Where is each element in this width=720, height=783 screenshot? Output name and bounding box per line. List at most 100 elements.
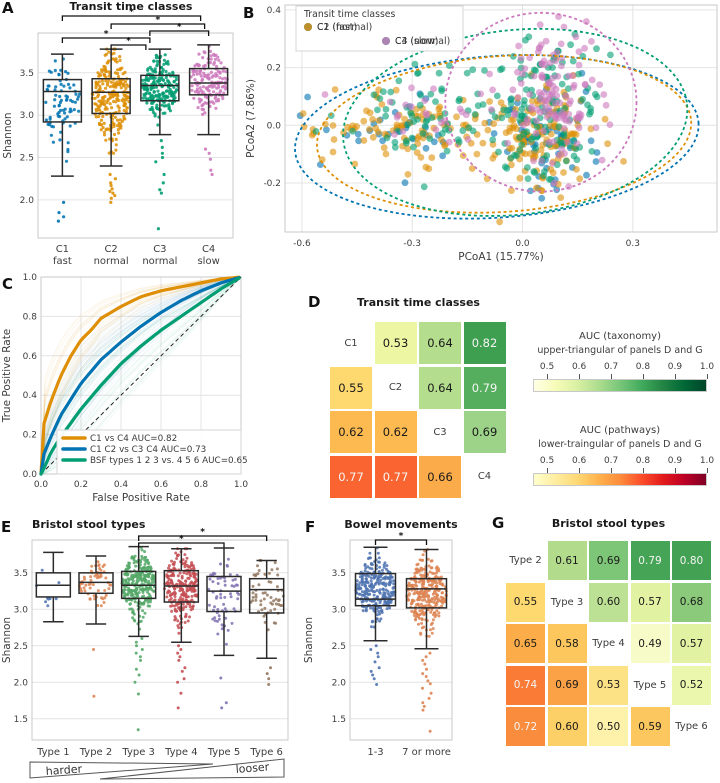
svg-text:2.5: 2.5	[20, 154, 34, 164]
heatmap-auc-cell: 0.72	[506, 707, 545, 746]
heatmap-auc-cell: 0.69	[547, 665, 587, 705]
svg-text:0.6: 0.6	[23, 352, 38, 362]
heatmap-diagonal-label: Type 6	[672, 707, 711, 746]
ellipse-c4-slow-	[444, 11, 638, 193]
colorbar-tick-label: 0.6	[571, 456, 587, 466]
x-tick-7-or-more: 7 or more	[402, 747, 451, 758]
panel-d-heatmap-grid: C1 0.53 0.64 0.82 0.55 C2 0.64 0.79 0.62 0.62 C3 0.…	[330, 322, 506, 498]
svg-text:*: *	[200, 528, 205, 538]
svg-text:Transit time classes: Transit time classes	[303, 9, 396, 20]
svg-text:C1 vs C4 AUC=0.82: C1 vs C4 AUC=0.82	[90, 434, 177, 444]
panel-letter: C	[2, 275, 13, 293]
svg-text:3.0: 3.0	[14, 605, 29, 615]
svg-text:Type 6: Type 6	[249, 747, 283, 758]
svg-text:C2: C2	[104, 244, 117, 255]
svg-text:-0.2: -0.2	[263, 179, 281, 189]
svg-text:-0.6: -0.6	[293, 239, 311, 249]
svg-text:0.2: 0.2	[267, 64, 281, 74]
svg-text:1.5: 1.5	[14, 715, 28, 725]
heatmap-auc-cell: 0.66	[419, 455, 461, 498]
heatmap-auc-cell: 0.57	[630, 582, 670, 622]
heatmap-auc-cell: 0.64	[419, 322, 461, 364]
svg-text:3.0: 3.0	[332, 605, 347, 615]
panel-letter: E	[1, 518, 11, 536]
svg-text:1.5: 1.5	[332, 715, 346, 725]
y-axis: 2.0 2.5 3.0 3.5 Shannon	[2, 69, 34, 206]
heatmap-auc-cell: 0.74	[506, 665, 545, 705]
axes-labels: 0.0 0.2 0.4 0.6 0.8 1.0 0.0 0.2 0.4 0.6 0.8 1.0 Fals…	[1, 273, 248, 504]
colorbar-tick-label: 1.0	[699, 456, 715, 466]
box-7-or-more	[405, 548, 448, 650]
colorbar-pathways-subtitle: lower-traingular of panels D and G	[538, 439, 702, 450]
svg-text:0.0: 0.0	[34, 480, 49, 490]
svg-text:Type 5: Type 5	[207, 747, 241, 758]
x-tick-type-3: Type 3	[121, 747, 155, 758]
panel-b-pcoa-scatter: -0.6 -0.3 0.0 0.3 -0.2 0.0 0.2 0.4 PCoA1 (15.77%…	[243, 4, 718, 263]
heatmap-diagonal-label: C3	[419, 411, 461, 453]
svg-text:1.0: 1.0	[234, 480, 249, 490]
svg-text:2.0: 2.0	[14, 678, 29, 688]
colorbar-tick-label: 0.8	[635, 362, 651, 372]
panel-f-boxplot-bowel-movements: 1.5 2.0 2.5 3.0 3.5 Shannon F Bowel movements 1-…	[303, 518, 458, 758]
heatmap-auc-cell: 0.80	[672, 541, 711, 580]
x-tick-type-5: Type 5	[207, 747, 241, 758]
svg-text:*: *	[104, 30, 109, 40]
svg-text:0.8: 0.8	[23, 312, 38, 322]
svg-text:*: *	[399, 532, 404, 542]
svg-text:0.2: 0.2	[74, 480, 88, 490]
panel-letter: B	[243, 4, 254, 22]
panel-g-title: Bristol stool types	[551, 517, 666, 530]
colorbar-tick-label: 0.7	[603, 456, 619, 466]
colorbar-pathways-gradient-bar	[533, 473, 707, 486]
svg-text:0.0: 0.0	[515, 239, 530, 249]
svg-text:2.5: 2.5	[14, 642, 28, 652]
colorbar-tick-label: 0.5	[539, 456, 555, 466]
svg-text:Transit time classes: Transit time classes	[70, 0, 193, 13]
heatmap-auc-cell: 0.49	[630, 624, 670, 663]
svg-text:Shannon: Shannon	[303, 617, 315, 663]
colorbar-taxonomy-tickmarks	[533, 374, 708, 379]
significance-bracket: *	[138, 535, 225, 548]
colorbar-auc-pathways: AUC (pathways) lower-traingular of panel…	[525, 424, 715, 486]
colorbar-tick-label: 0.5	[539, 362, 555, 372]
heatmap-auc-cell: 0.77	[374, 455, 417, 498]
colorbar-tick-label: 0.9	[667, 456, 683, 466]
strip-points-type-2	[78, 560, 113, 698]
panel-title: Transit time classes	[70, 0, 193, 13]
x-tick-type-2: Type 2	[79, 747, 113, 758]
heatmap-diagonal-label: C4	[463, 455, 506, 498]
svg-text:E: E	[1, 518, 11, 536]
svg-text:0.4: 0.4	[114, 480, 129, 490]
colorbar-tick-label: 0.6	[571, 362, 587, 372]
panel-d-letter: D	[308, 293, 321, 311]
svg-text:Type 1: Type 1	[36, 747, 70, 758]
heatmap-auc-cell: 0.69	[463, 411, 506, 453]
colorbar-pathways-tickmarks	[533, 468, 708, 473]
y-axis: 1.5 2.0 2.5 3.0 3.5 Shannon	[1, 569, 28, 725]
x-tick-1-3: 1-3	[367, 747, 383, 758]
svg-text:3.0: 3.0	[20, 111, 35, 121]
roc-curve-auc-0.82	[39, 275, 241, 476]
box-c4	[188, 44, 229, 136]
faint-roc-0.73	[40, 276, 242, 475]
significance-bracket: *	[138, 528, 268, 541]
heatmap-auc-cell: 0.77	[330, 455, 372, 498]
strip-points-1-3	[354, 546, 397, 686]
legend: Transit time classes C1 (fast) C3 (normal)…	[295, 5, 464, 52]
svg-text:2.0: 2.0	[332, 678, 347, 688]
svg-text:looser: looser	[235, 760, 270, 776]
y-axis: 1.5 2.0 2.5 3.0 3.5 Shannon	[303, 569, 346, 725]
heatmap-auc-cell: 0.65	[506, 624, 545, 663]
svg-text:C1 (fast): C1 (fast)	[317, 22, 357, 33]
colorbar-tick-label: 0.8	[635, 456, 651, 466]
svg-text:C4 (slow): C4 (slow)	[395, 36, 438, 47]
heatmap-auc-cell: 0.61	[547, 541, 587, 580]
colorbar-pathways-title: AUC (pathways)	[579, 425, 661, 436]
svg-text:*: *	[177, 23, 182, 33]
svg-text:0.0: 0.0	[23, 470, 38, 480]
heatmap-diagonal-label: Type 2	[506, 541, 545, 580]
colorbar-auc-taxonomy: AUC (taxonomy) upper-triangular of panel…	[525, 330, 715, 392]
